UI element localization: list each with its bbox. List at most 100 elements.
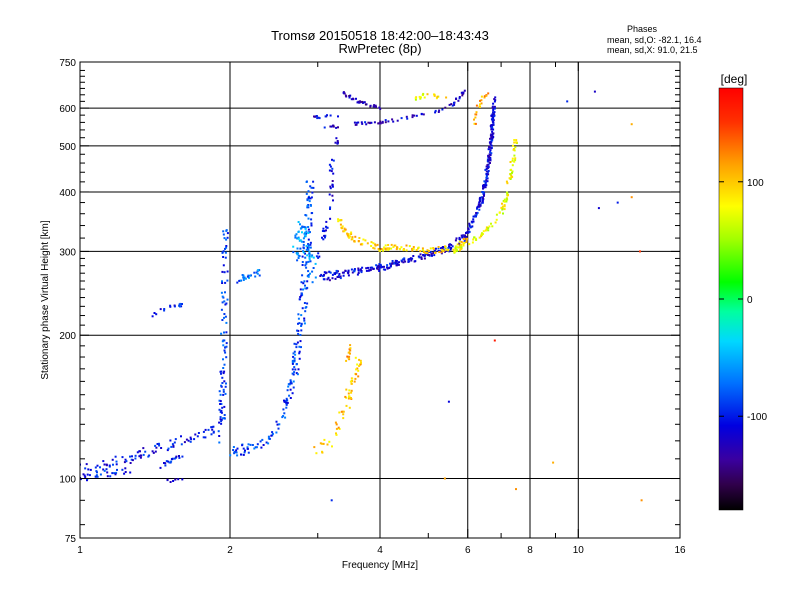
echo-point: [356, 367, 359, 370]
echo-point: [248, 276, 250, 279]
echo-point: [387, 120, 390, 123]
echo-point: [485, 228, 488, 231]
echo-point: [460, 240, 463, 243]
echo-point: [246, 446, 249, 449]
echo-point: [361, 266, 364, 269]
echo-point: [474, 113, 477, 116]
echo-point: [305, 287, 308, 290]
echo-point: [454, 239, 457, 242]
echo-point: [304, 227, 307, 230]
echo-point: [436, 95, 439, 98]
echo-point: [470, 226, 473, 228]
echo-point: [224, 385, 227, 388]
echo-point: [485, 175, 488, 177]
echo-point: [305, 262, 308, 265]
echo-point: [350, 382, 353, 385]
echo-point: [490, 144, 493, 147]
echo-point: [353, 268, 356, 270]
echo-point: [449, 248, 452, 251]
echo-point: [307, 244, 310, 247]
echo-point: [99, 473, 102, 476]
echo-point: [301, 264, 304, 266]
echo-point: [514, 146, 517, 149]
echo-point: [400, 259, 403, 262]
echo-point: [256, 272, 259, 275]
echo-point: [221, 280, 223, 283]
echo-point: [304, 214, 307, 216]
echo-point: [294, 236, 297, 239]
echo-point: [335, 271, 338, 274]
echo-point: [511, 157, 514, 160]
echo-point: [369, 122, 371, 125]
echo-point: [306, 206, 309, 209]
echo-point: [472, 220, 475, 223]
echo-point: [271, 432, 274, 435]
echo-point: [204, 436, 207, 439]
echo-point: [413, 114, 416, 117]
echo-point: [321, 451, 324, 454]
echo-point: [148, 454, 151, 457]
echo-point: [360, 271, 363, 274]
echo-point: [363, 101, 366, 104]
echo-point: [236, 281, 239, 284]
echo-point: [315, 255, 318, 258]
x-tick-label: 10: [573, 545, 585, 556]
echo-point: [507, 194, 509, 196]
echo-point: [433, 93, 436, 96]
echo-point: [473, 122, 476, 125]
echo-point: [372, 242, 375, 245]
echo-point: [408, 245, 411, 248]
echo-point: [341, 225, 344, 228]
echo-point: [312, 186, 315, 189]
echo-point: [486, 158, 489, 161]
echo-point: [289, 379, 292, 382]
echo-point: [391, 262, 394, 265]
echo-point: [458, 240, 461, 243]
echo-point: [419, 250, 422, 253]
echo-point: [447, 247, 450, 249]
echo-point: [503, 208, 506, 211]
echo-point: [329, 271, 332, 274]
echo-point: [153, 312, 156, 314]
echo-point: [493, 98, 496, 101]
echo-point: [220, 308, 223, 311]
echo-point: [510, 168, 513, 171]
echo-point: [383, 265, 385, 268]
echo-point: [473, 236, 476, 239]
echo-point: [379, 108, 382, 110]
echo-point: [291, 368, 294, 371]
echo-point: [512, 144, 514, 147]
echo-point: [293, 342, 296, 345]
echo-point: [306, 302, 309, 305]
echo-point: [514, 141, 517, 144]
echo-point: [458, 242, 460, 245]
echo-point: [422, 254, 425, 256]
echo-point: [322, 238, 325, 241]
echo-point: [158, 444, 161, 447]
echo-point: [251, 444, 254, 446]
echo-point: [295, 363, 298, 365]
echo-point: [487, 92, 490, 95]
echo-point: [460, 234, 463, 237]
echo-point: [160, 447, 163, 449]
echo-point: [311, 281, 314, 284]
echo-point: [370, 245, 373, 247]
x-tick-label: 1: [77, 545, 83, 556]
echo-point: [103, 469, 106, 472]
echo-point: [429, 251, 432, 253]
echo-point: [364, 103, 367, 106]
echo-point: [493, 339, 496, 342]
echo-point: [217, 430, 220, 433]
echo-point: [310, 255, 313, 258]
echo-point: [367, 121, 370, 124]
echo-point: [78, 480, 80, 482]
echo-point: [96, 475, 99, 478]
echo-point: [386, 266, 388, 269]
echo-point: [398, 248, 401, 251]
echo-point: [353, 270, 356, 273]
echo-point: [420, 112, 423, 115]
echo-point: [305, 266, 308, 269]
echo-point: [373, 247, 376, 250]
echo-point: [489, 142, 492, 145]
